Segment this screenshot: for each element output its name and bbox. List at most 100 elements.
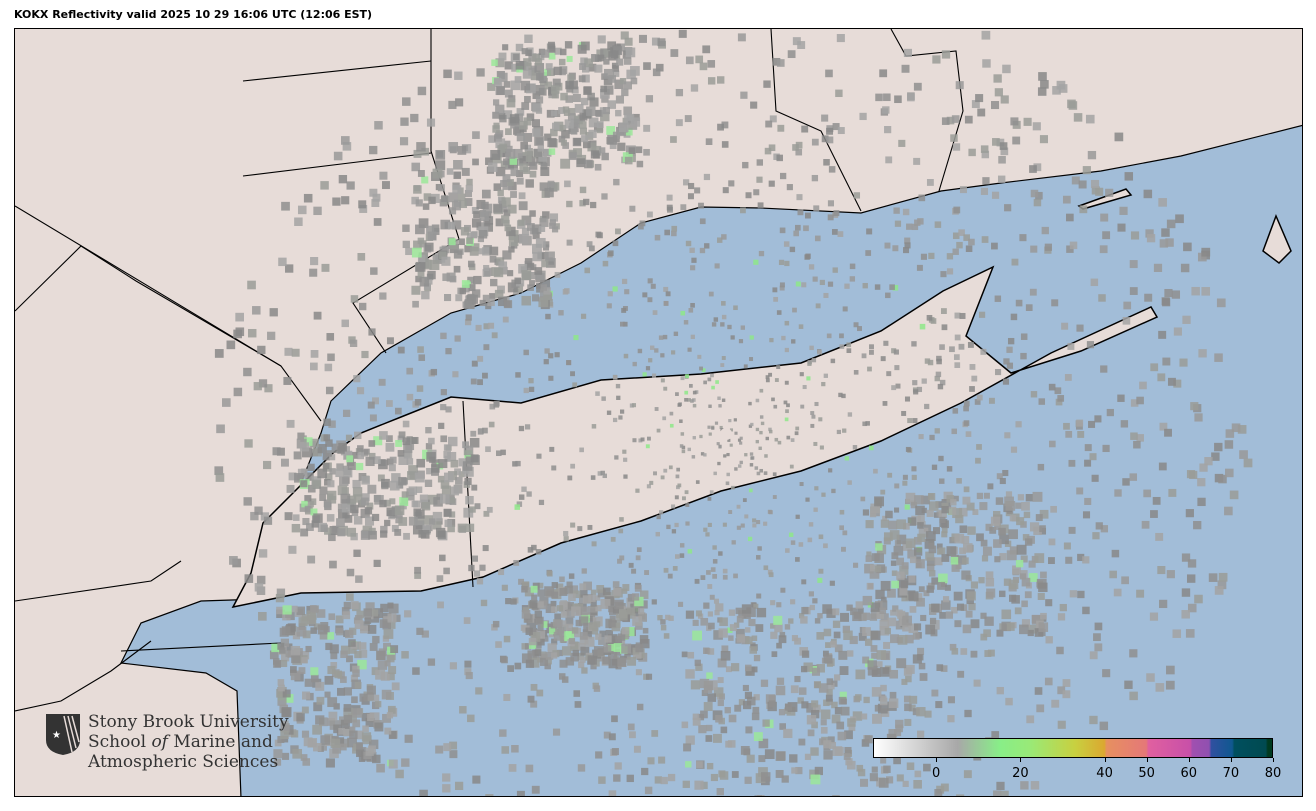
radar-echo (319, 486, 328, 495)
radar-echo (826, 127, 834, 135)
radar-echo (776, 310, 782, 315)
radar-echo (324, 675, 334, 685)
radar-echo (1133, 440, 1141, 449)
radar-echo (684, 115, 692, 123)
radar-echo (602, 260, 609, 267)
radar-echo (934, 428, 940, 434)
radar-echo (685, 610, 695, 619)
radar-echo (307, 610, 316, 620)
radar-echo (702, 45, 711, 54)
radar-echo (721, 398, 726, 402)
radar-echo (636, 160, 644, 168)
radar-echo (625, 47, 636, 58)
radar-echo (779, 723, 786, 730)
radar-echo (783, 728, 793, 739)
radar-echo (1117, 394, 1125, 402)
radar-echo (615, 109, 622, 117)
radar-echo (887, 472, 893, 478)
radar-echo (692, 717, 701, 726)
radar-echo (519, 155, 529, 165)
radar-echo (722, 574, 728, 580)
radar-echo (833, 631, 841, 639)
radar-echo (902, 615, 912, 626)
radar-echo (729, 428, 734, 432)
radar-echo (660, 619, 666, 625)
radar-echo (745, 636, 753, 645)
radar-echo (448, 192, 459, 203)
radar-echo (931, 577, 939, 585)
radar-echo (662, 334, 668, 340)
radar-echo (1038, 398, 1046, 405)
radar-echo (869, 613, 878, 621)
radar-echo (748, 618, 756, 627)
radar-echo (369, 145, 378, 155)
radar-echo (597, 35, 606, 44)
radar-echo (366, 502, 374, 510)
radar-echo (801, 701, 809, 709)
radar-echo (422, 203, 430, 210)
radar-echo (549, 446, 555, 452)
radar-echo (506, 226, 516, 237)
radar-echo (928, 493, 936, 501)
radar-echo (281, 201, 290, 211)
radar-echo (672, 566, 678, 571)
radar-echo (719, 617, 728, 627)
radar-echo (587, 655, 597, 665)
radar-echo (521, 295, 532, 306)
radar-echo (472, 158, 479, 166)
radar-echo (689, 247, 695, 253)
radar-echo (600, 111, 610, 122)
radar-echo (1051, 299, 1059, 307)
radar-echo (1032, 122, 1041, 131)
radar-echo (1190, 402, 1199, 411)
radar-echo (1193, 520, 1202, 530)
radar-echo (624, 127, 633, 136)
radar-echo (1006, 623, 1015, 631)
radar-echo (613, 638, 622, 648)
radar-echo (388, 621, 396, 629)
radar-echo (448, 142, 459, 152)
radar-echo (372, 193, 381, 202)
radar-echo (795, 281, 801, 287)
radar-echo (811, 357, 817, 363)
radar-echo (1082, 606, 1090, 615)
radar-echo (327, 665, 336, 675)
radar-echo (604, 85, 614, 95)
radar-echo (621, 88, 629, 97)
radar-echo (914, 495, 924, 505)
radar-echo (820, 726, 828, 734)
map-title: KOKX Reflectivity valid 2025 10 29 16:06… (14, 8, 373, 21)
radar-echo (505, 598, 512, 605)
radar-echo (319, 631, 328, 640)
colorbar-tick-mark (1230, 758, 1232, 762)
radar-echo (785, 548, 790, 553)
radar-echo (465, 495, 474, 505)
radar-echo (350, 674, 359, 682)
radar-echo (810, 423, 815, 428)
radar-echo (528, 641, 537, 649)
radar-echo (875, 589, 885, 600)
radar-echo (721, 141, 729, 148)
radar-echo (1187, 603, 1197, 613)
radar-echo (558, 58, 566, 66)
radar-echo (496, 450, 502, 457)
radar-echo (447, 222, 456, 230)
radar-echo (589, 97, 599, 107)
radar-echo (918, 434, 924, 440)
radar-echo (476, 578, 484, 585)
radar-echo (896, 534, 907, 545)
radar-echo (703, 681, 714, 691)
radar-echo (454, 468, 461, 476)
radar-echo (326, 632, 335, 640)
radar-echo (695, 480, 700, 484)
radar-echo (879, 607, 887, 614)
radar-echo (465, 523, 475, 533)
radar-echo (988, 397, 995, 404)
radar-echo (602, 473, 608, 479)
radar-echo (819, 445, 824, 450)
radar-echo (471, 360, 478, 367)
radar-echo (471, 231, 478, 238)
radar-echo (1050, 505, 1057, 513)
radar-echo (372, 456, 381, 465)
radar-echo (552, 728, 561, 736)
